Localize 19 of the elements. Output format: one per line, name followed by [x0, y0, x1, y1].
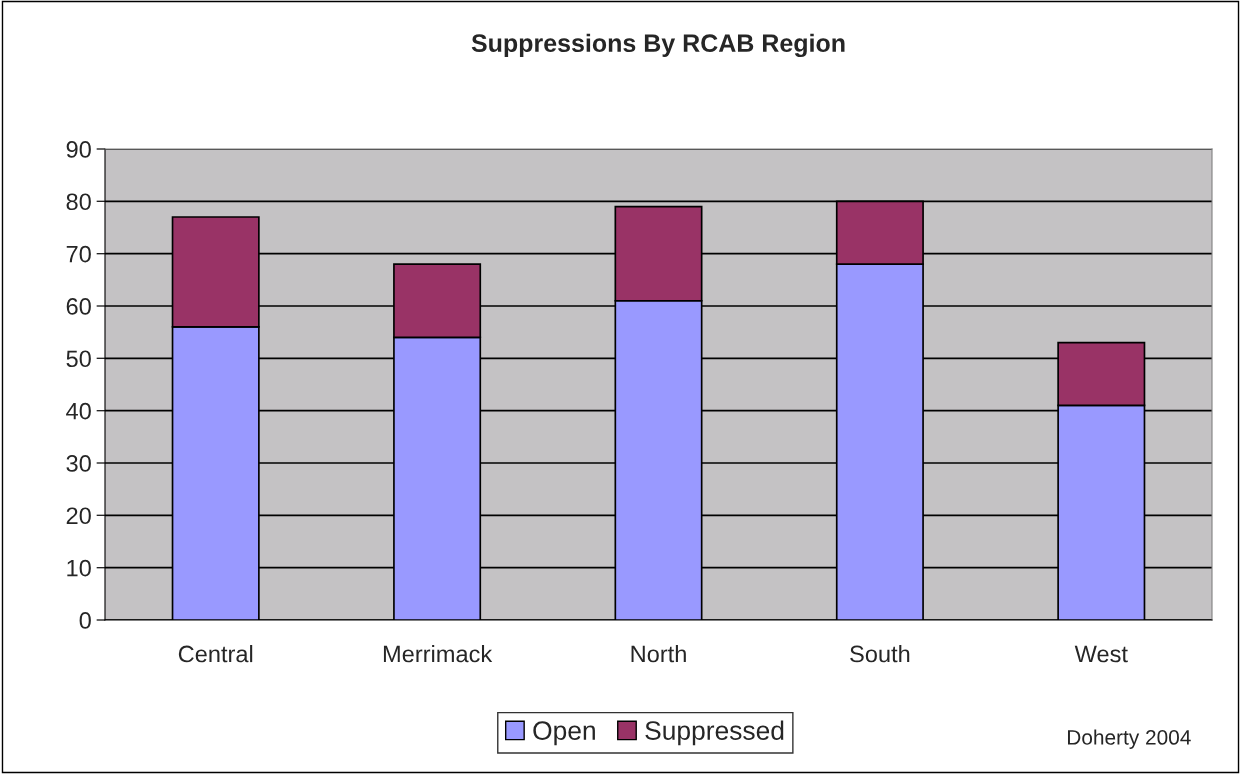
- x-tick-label: North: [631, 645, 686, 663]
- legend-label: Open: [533, 721, 595, 746]
- y-tick-label: 70: [66, 245, 91, 263]
- y-tick-label: 30: [66, 455, 91, 472]
- legend-label: Suppressed: [645, 720, 784, 746]
- y-tick-label: 60: [66, 298, 91, 315]
- x-tick-label: Central: [178, 645, 253, 663]
- text: Doherty 2004: [1068, 729, 1191, 749]
- chart-title: Suppressions By RCAB Region: [471, 33, 845, 58]
- y-tick-label: 50: [66, 350, 91, 368]
- y-tick-label: 0: [79, 612, 91, 629]
- x-tick-label: West: [1074, 645, 1128, 663]
- x-tick-label: South: [850, 645, 910, 663]
- x-tick-label: Merrimack: [383, 645, 493, 663]
- y-tick-label: 20: [66, 507, 91, 525]
- y-tick-label: 40: [66, 402, 91, 420]
- y-tick-label: 10: [67, 559, 91, 577]
- y-tick-label: 90: [66, 141, 91, 158]
- y-tick-label: 80: [66, 193, 91, 211]
